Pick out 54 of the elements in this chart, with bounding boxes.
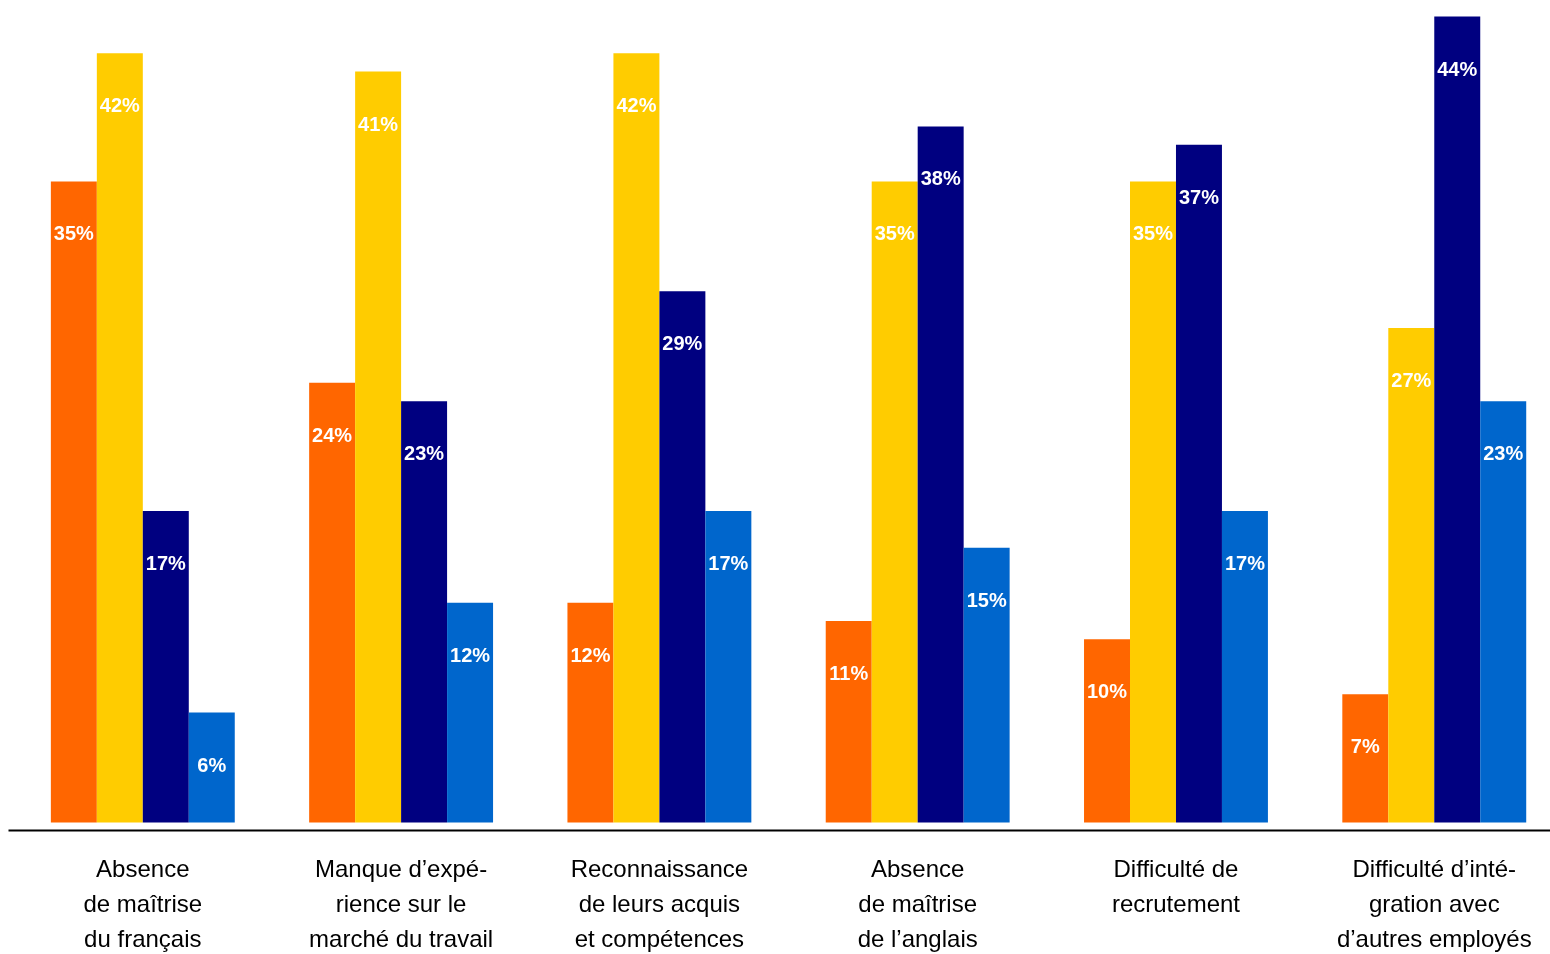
- bar: [963, 547, 1010, 823]
- data-label: 17%: [1224, 552, 1266, 575]
- data-label: 17%: [145, 552, 187, 575]
- bar: [1480, 401, 1527, 823]
- bar: [1175, 144, 1222, 823]
- data-label: 12%: [450, 643, 491, 666]
- x-tick-label: Absence de maîtrise du français: [83, 854, 203, 952]
- x-tick-label: Absence de maîtrise de l’anglais: [857, 854, 978, 952]
- bar: [447, 602, 494, 823]
- x-tick-label: Difficulté de recrutement: [1111, 854, 1241, 917]
- data-label: 38%: [920, 167, 961, 190]
- data-label: 11%: [829, 661, 869, 684]
- bar: [917, 126, 964, 823]
- data-label: 23%: [404, 442, 445, 465]
- data-label: 35%: [53, 222, 95, 245]
- data-label: 17%: [708, 552, 749, 575]
- bar: [659, 291, 706, 823]
- bar: [401, 401, 448, 823]
- bar: [309, 382, 356, 823]
- data-label: 42%: [99, 94, 141, 117]
- bar: [1130, 181, 1176, 823]
- bar: [1342, 694, 1389, 823]
- data-label: 37%: [1178, 185, 1220, 208]
- data-label: 15%: [966, 588, 1007, 611]
- bar: [613, 53, 660, 823]
- x-tick-label: Manque d’expé- rience sur le marché du travail: [309, 854, 494, 952]
- data-label: 35%: [874, 222, 915, 245]
- x-tick-label: Reconnaissance de leurs acquis et compétences: [570, 854, 749, 952]
- data-label: 41%: [358, 112, 399, 135]
- bar: [188, 712, 235, 823]
- data-label: 7%: [1350, 735, 1380, 758]
- bar: [96, 53, 143, 823]
- bar: [50, 181, 97, 823]
- bar: [1084, 639, 1130, 823]
- bar: [825, 620, 872, 823]
- bar: [355, 71, 402, 823]
- data-label: 42%: [616, 94, 657, 117]
- data-label: 24%: [312, 423, 353, 446]
- data-label: 29%: [662, 332, 703, 355]
- data-label: 27%: [1391, 368, 1432, 391]
- data-label: 10%: [1087, 680, 1128, 703]
- x-tick-label: Difficulté d’inté- gration avec d’autres employés: [1336, 854, 1532, 952]
- bar: [1434, 16, 1481, 823]
- bar: [1388, 327, 1435, 823]
- bar: [142, 511, 189, 823]
- bar: [1221, 511, 1268, 823]
- data-label: 23%: [1483, 442, 1524, 465]
- data-label: 6%: [197, 753, 227, 776]
- data-label: 12%: [570, 643, 611, 666]
- bar: [567, 602, 614, 823]
- bar: [705, 511, 752, 823]
- bar: [871, 181, 918, 823]
- data-label: 35%: [1132, 222, 1174, 245]
- data-label: 44%: [1437, 57, 1478, 80]
